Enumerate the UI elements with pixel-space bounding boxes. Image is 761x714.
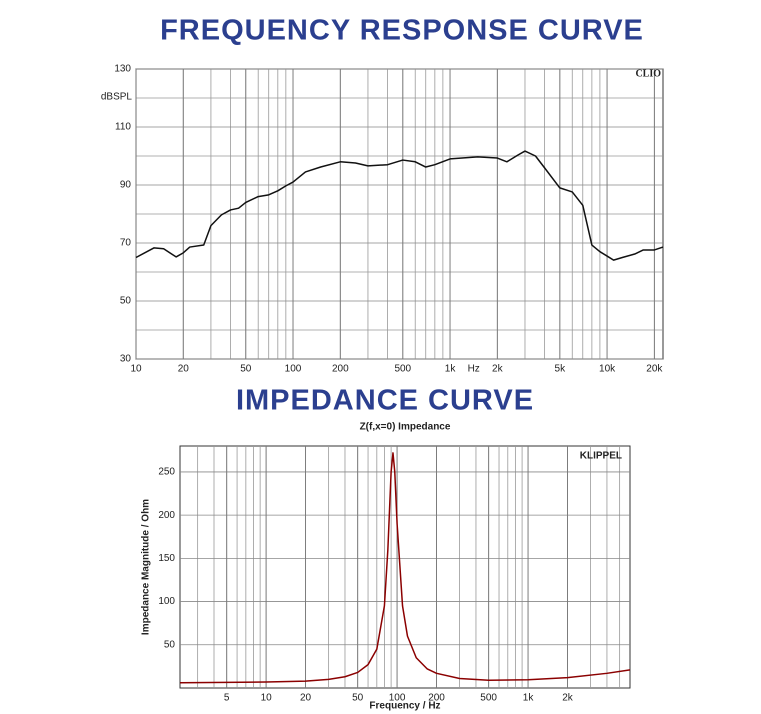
x-tick-label: 200 (428, 693, 445, 704)
x-tick-label: 200 (332, 364, 349, 375)
x-tick-label: 500 (394, 364, 411, 375)
data-line (135, 150, 664, 261)
x-axis-label: Frequency / Hz (369, 701, 440, 712)
y-tick-label: 250 (158, 467, 175, 478)
x-tick-label: 1k (523, 693, 535, 704)
y-tick-label: 150 (158, 553, 175, 564)
x-tick-label: 5 (224, 693, 230, 704)
y-tick-label: 30 (120, 354, 132, 365)
x-tick-label: 2k (562, 693, 574, 704)
brand: CLIO (635, 68, 661, 79)
x-tick-label: 100 (389, 693, 406, 704)
y-axis-label: Impedance Magnitude / Ohm (141, 499, 152, 635)
y-tick-label: 100 (158, 596, 175, 607)
brand: KLIPPEL (580, 451, 622, 462)
y-axis-label: dBSPL (101, 92, 133, 103)
x-tick-label: 20 (300, 693, 312, 704)
x-tick-label: 1k (445, 364, 457, 375)
x-tick-label: 100 (285, 364, 302, 375)
y-tick-label: 110 (115, 122, 131, 133)
chart-title: Z(f,x=0) Impedance (360, 422, 451, 433)
x-axis-label: Hz (468, 364, 480, 375)
heading: FREQUENCY RESPONSE CURVE (160, 15, 644, 47)
x-tick-label: 2k (492, 364, 504, 375)
plot-area (179, 445, 631, 689)
y-tick-label: 90 (120, 180, 132, 191)
x-tick-label: 50 (352, 693, 364, 704)
y-tick-label: 50 (120, 296, 132, 307)
x-tick-label: 10 (261, 693, 273, 704)
x-tick-label: 20 (178, 364, 190, 375)
x-tick-label: 10 (130, 364, 142, 375)
x-tick-label: 50 (240, 364, 252, 375)
y-tick-label: 200 (158, 510, 175, 521)
heading: IMPEDANCE CURVE (236, 385, 534, 417)
x-tick-label: 20k (646, 364, 663, 375)
y-tick-label: 130 (114, 64, 131, 75)
y-tick-label: 70 (120, 238, 132, 249)
x-tick-label: 10k (599, 364, 616, 375)
data-line (179, 452, 631, 684)
x-tick-label: 500 (480, 693, 497, 704)
x-tick-label: 5k (555, 364, 567, 375)
y-tick-label: 50 (164, 639, 176, 650)
